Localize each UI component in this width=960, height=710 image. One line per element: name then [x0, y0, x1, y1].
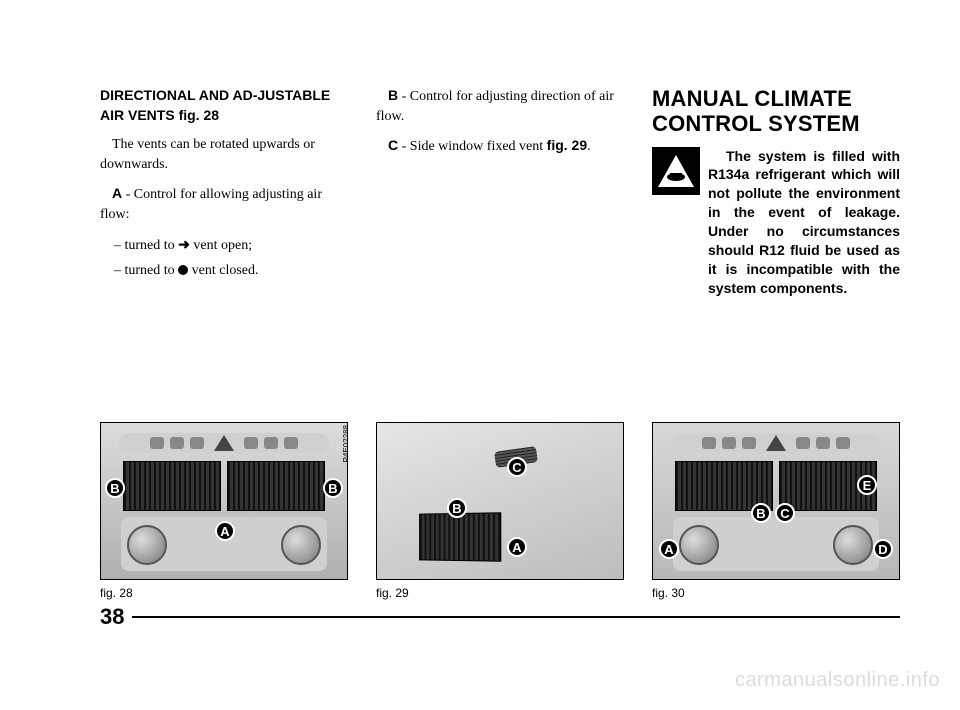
badge-a: A	[507, 537, 527, 557]
col1-li1-a: – turned to	[114, 238, 178, 253]
badge-b: B	[751, 503, 771, 523]
fig30-button-icon	[742, 437, 756, 449]
fig28-vent-left	[123, 461, 221, 511]
col1-li2-b: vent closed.	[188, 263, 258, 278]
badge-d: D	[873, 539, 893, 559]
heading-vents: DIRECTIONAL AND AD-JUSTABLE AIR VENTS fi…	[100, 86, 348, 125]
label-b: B	[388, 87, 398, 103]
page-rule	[132, 616, 900, 618]
fig28-button-icon	[264, 437, 278, 449]
fig29-side-vent	[419, 512, 501, 561]
badge-b: B	[105, 478, 125, 498]
col1-p2: A - Control for allowing adjusting air f…	[100, 184, 348, 224]
fig28-knob-left	[127, 525, 167, 565]
label-a: A	[112, 185, 122, 201]
vent-closed-icon	[178, 265, 188, 275]
col2-p1: B - Control for adjusting direction of a…	[376, 86, 624, 126]
fig30-knob-left	[679, 525, 719, 565]
fig28-button-icon	[284, 437, 298, 449]
column-1: DIRECTIONAL AND AD-JUSTABLE AIR VENTS fi…	[100, 86, 348, 298]
col2-p1-rest: - Control for adjusting direction of air…	[376, 89, 614, 124]
fig28-button-icon	[170, 437, 184, 449]
col1-li2-a: – turned to	[114, 263, 178, 278]
badge-b: B	[447, 498, 467, 518]
badge-a: A	[659, 539, 679, 559]
figure-28-image: P4E02288 B	[100, 422, 348, 580]
hazard-icon	[214, 435, 234, 451]
fig28-button-icon	[150, 437, 164, 449]
fig30-dash-strip	[671, 433, 881, 453]
fig30-button-icon	[702, 437, 716, 449]
fig30-vents	[675, 461, 877, 511]
warning-box: The system is filled with R134a refriger…	[652, 147, 900, 298]
fig28-vent-right	[227, 461, 325, 511]
badge-e: E	[857, 475, 877, 495]
badge-a: A	[215, 521, 235, 541]
warning-text-content: The system is filled with R134a refriger…	[708, 147, 900, 298]
watermark: carmanualsonline.info	[735, 669, 940, 692]
column-3: MANUAL CLIMATE CONTROL SYSTEM The system…	[652, 86, 900, 298]
fig30-knob-right	[833, 525, 873, 565]
col2-p2-rest: - Side window fixed vent	[398, 139, 547, 154]
figure-row: P4E02288 B	[100, 422, 900, 600]
col2-p2: C - Side window fixed vent fig. 29.	[376, 136, 624, 157]
col2-p2-end: .	[587, 139, 591, 154]
badge-c: C	[775, 503, 795, 523]
warning-icon	[652, 147, 700, 195]
figure-28-code: P4E02288	[342, 425, 348, 462]
fig30-button-icon	[816, 437, 830, 449]
figure-30: P4E02285	[652, 422, 900, 600]
figure-28-caption: fig. 28	[100, 586, 348, 600]
figure-30-image: P4E02285	[652, 422, 900, 580]
col1-p2-rest: - Control for allowing adjusting air flo…	[100, 187, 322, 222]
page-number-row: 38	[100, 604, 900, 630]
badge-c: C	[507, 457, 527, 477]
page-number: 38	[100, 604, 132, 630]
fig30-button-icon	[796, 437, 810, 449]
badge-b: B	[323, 478, 343, 498]
col1-li2: – turned to vent closed.	[114, 261, 348, 281]
label-c: C	[388, 137, 398, 153]
figure-30-caption: fig. 30	[652, 586, 900, 600]
fig28-dash-strip	[119, 433, 329, 453]
col1-li1-b: vent open;	[190, 238, 252, 253]
figure-29: P4E02022 C B A fig. 29	[376, 422, 624, 600]
hazard-icon	[766, 435, 786, 451]
fig30-button-icon	[722, 437, 736, 449]
fig28-button-icon	[190, 437, 204, 449]
figure-29-image: P4E02022 C B A	[376, 422, 624, 580]
heading-manual-climate: MANUAL CLIMATE CONTROL SYSTEM	[652, 86, 900, 137]
figure-29-caption: fig. 29	[376, 586, 624, 600]
col1-li1: – turned to ➜ vent open;	[114, 235, 348, 256]
fig28-vents	[123, 461, 325, 511]
fig28-knob-right	[281, 525, 321, 565]
col1-p1: The vents can be rotated upwards or down…	[100, 135, 348, 174]
col2-fig29: fig. 29	[547, 137, 587, 153]
page: DIRECTIONAL AND AD-JUSTABLE AIR VENTS fi…	[0, 0, 960, 710]
figure-28: P4E02288 B	[100, 422, 348, 600]
column-2: B - Control for adjusting direction of a…	[376, 86, 624, 298]
fig30-button-icon	[836, 437, 850, 449]
warning-text: The system is filled with R134a refriger…	[708, 147, 900, 298]
fig28-button-icon	[244, 437, 258, 449]
fig30-lower-panel	[673, 517, 879, 571]
vent-open-icon: ➜	[178, 236, 190, 252]
columns-wrap: DIRECTIONAL AND AD-JUSTABLE AIR VENTS fi…	[100, 86, 900, 298]
